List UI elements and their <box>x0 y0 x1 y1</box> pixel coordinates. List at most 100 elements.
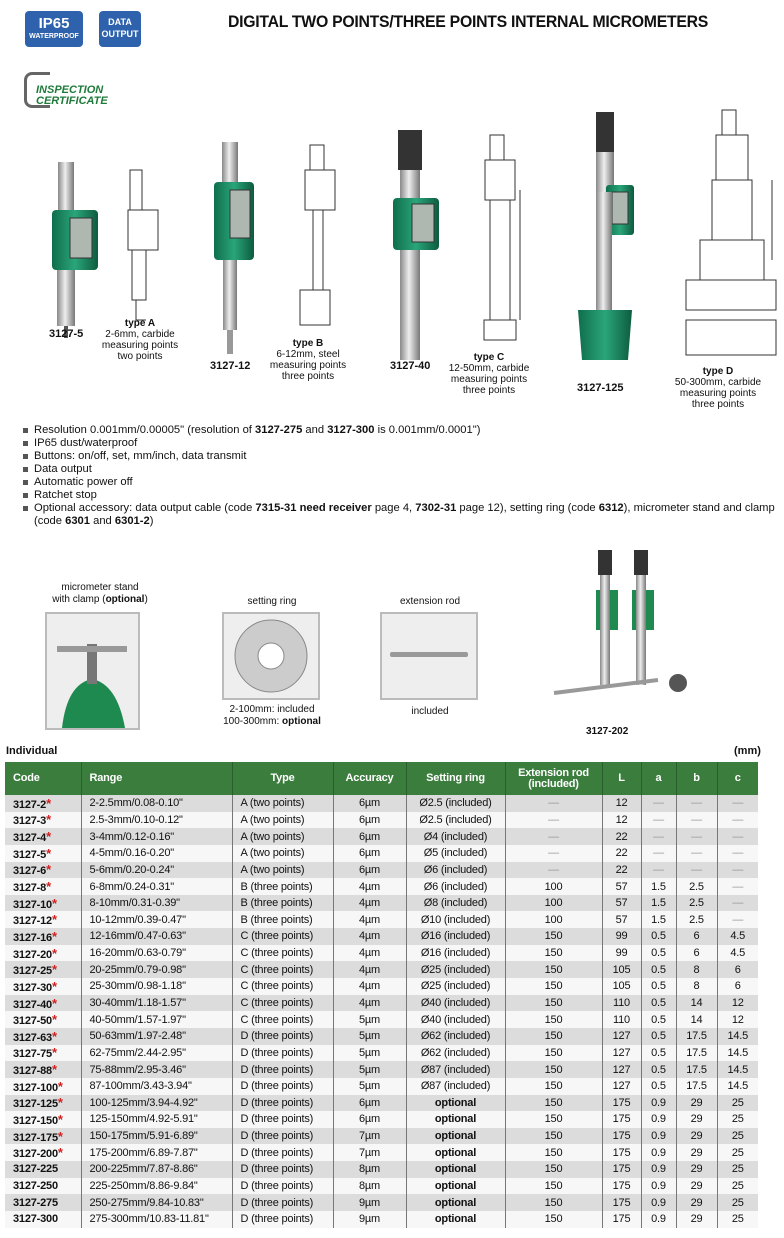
table-row: 3127-12* 10-12mm/0.39-0.47" B (three point… <box>5 911 758 929</box>
cell-extension-rod: — <box>504 828 602 845</box>
cell-c: — <box>716 894 758 912</box>
cell-range: 125-150mm/4.92-5.91" <box>80 1111 232 1128</box>
cell-code: 3127-8* <box>5 878 81 895</box>
cell-type: C (three points) <box>231 961 333 979</box>
cell-a: — <box>640 861 676 879</box>
cell-setting-ring: optional <box>405 1144 505 1162</box>
cell-type: D (three points) <box>231 1161 333 1178</box>
type-a-description: type A 2-6mm, carbide measuring points two… <box>96 318 184 362</box>
cell-l: 57 <box>601 911 641 929</box>
cell-b: 29 <box>675 1144 717 1162</box>
cell-l: 22 <box>601 844 641 862</box>
cell-range: 275-300mm/10.83-11.81" <box>80 1211 232 1228</box>
star-icon: * <box>46 862 51 878</box>
cell-l: 175 <box>601 1094 641 1112</box>
cell-code: 3127-10* <box>5 894 81 912</box>
cell-c: 25 <box>716 1127 758 1145</box>
cell-b: 2.5 <box>675 911 717 929</box>
cell-range: 150-175mm/5.91-6.89" <box>80 1127 232 1145</box>
column-header-l: L <box>601 762 641 795</box>
feature-text: page 4, <box>371 502 416 514</box>
cell-setting-ring: Ø2.5 (included) <box>405 811 505 829</box>
cell-accuracy: 4µm <box>332 878 406 895</box>
cell-code: 3127-175* <box>5 1127 81 1145</box>
cell-type: D (three points) <box>231 1027 333 1045</box>
cell-l: 127 <box>601 1077 641 1095</box>
cell-extension-rod: 150 <box>504 961 602 979</box>
cell-type: A (two points) <box>231 811 333 829</box>
cell-extension-rod: 150 <box>504 1144 602 1162</box>
table-row: 3127-88* 75-88mm/2.95-3.46" D (three point… <box>5 1061 758 1078</box>
cell-accuracy: 9µm <box>332 1194 406 1212</box>
type-c-drawing <box>483 134 521 341</box>
badge-text: IP65 <box>38 15 70 32</box>
cell-setting-ring: Ø6 (included) <box>405 861 505 879</box>
cell-accuracy: 4µm <box>332 928 406 945</box>
cell-l: 175 <box>601 1177 641 1195</box>
table-row: 3127-125* 100-125mm/3.94-4.92" D (three po… <box>5 1094 758 1112</box>
cell-c: — <box>716 811 758 829</box>
cell-range: 75-88mm/2.95-3.46" <box>80 1061 232 1078</box>
cell-accuracy: 6µm <box>332 1111 406 1128</box>
feature-text: Ratchet stop <box>34 489 97 501</box>
cell-l: 99 <box>601 928 641 945</box>
cell-extension-rod: 150 <box>504 978 602 995</box>
product-code-label: 3127-125 <box>577 382 624 394</box>
cell-range: 2.5-3mm/0.10-0.12" <box>80 811 232 829</box>
star-icon: * <box>51 895 57 911</box>
specifications-table: Code Range Type Accuracy Setting ring Extensi… <box>5 762 758 1228</box>
cell-setting-ring: Ø16 (included) <box>405 944 505 962</box>
page-title: DIGITAL TWO POINTS/THREE POINTS INTERNAL… <box>228 12 709 31</box>
star-icon: * <box>46 812 51 828</box>
star-icon: * <box>51 978 57 994</box>
table-row: 3127-25* 20-25mm/0.79-0.98" C (three point… <box>5 961 758 979</box>
cell-extension-rod: 150 <box>504 928 602 945</box>
cell-type: C (three points) <box>231 978 333 995</box>
cell-extension-rod: 150 <box>504 1194 602 1212</box>
cell-c: 12 <box>716 994 758 1012</box>
cell-accuracy: 4µm <box>332 994 406 1012</box>
cell-type: D (three points) <box>231 1194 333 1212</box>
feature-text: Optional accessory: data output cable (c… <box>34 502 256 514</box>
star-icon: * <box>57 1095 63 1111</box>
type-line: 6-12mm, steel <box>276 349 340 360</box>
cell-accuracy: 6µm <box>332 828 406 845</box>
feature-text: ) <box>149 515 154 527</box>
cell-extension-rod: — <box>504 811 602 829</box>
cell-range: 4-5mm/0.16-0.20" <box>80 844 232 862</box>
cell-c: 14.5 <box>716 1077 758 1095</box>
feature-text: page 12), setting ring (code <box>456 502 599 514</box>
cell-c: — <box>716 878 758 895</box>
cell-code: 3127-3* <box>5 811 81 829</box>
cell-l: 12 <box>601 795 641 812</box>
table-row: 3127-200* 175-200mm/6.89-7.87" D (three po… <box>5 1144 758 1162</box>
extension-rod-caption: extension rod <box>399 596 461 607</box>
cell-code: 3127-275 <box>5 1194 81 1212</box>
cell-range: 30-40mm/1.18-1.57" <box>80 994 232 1012</box>
cell-b: — <box>675 861 717 879</box>
star-icon: * <box>51 1028 57 1044</box>
table-row: 3127-2* 2-2.5mm/0.08-0.10" A (two points) 6… <box>5 795 758 812</box>
column-header-extension-rod: Extension rod (included) <box>504 762 602 795</box>
table-row: 3127-30* 25-30mm/0.98-1.18" C (three point… <box>5 978 758 995</box>
note-text: 2-100mm: included <box>229 704 315 715</box>
star-icon: * <box>51 995 57 1011</box>
cell-type: B (three points) <box>231 911 333 929</box>
column-header-c: c <box>716 762 758 795</box>
feature-text: is 0.001mm/0.0001") <box>374 424 481 436</box>
cell-extension-rod: 150 <box>504 1161 602 1178</box>
cell-extension-rod: 150 <box>504 1044 602 1062</box>
type-line: 12-50mm, carbide <box>448 363 530 374</box>
table-row: 3127-100* 87-100mm/3.43-3.94" D (three poi… <box>5 1077 758 1095</box>
cell-type: D (three points) <box>231 1061 333 1078</box>
cell-b: 29 <box>675 1177 717 1195</box>
cell-code: 3127-2* <box>5 795 81 812</box>
setting-ring-note: 2-100mm: included 100-300mm: optional <box>210 704 334 728</box>
cell-b: 29 <box>675 1111 717 1128</box>
cell-l: 57 <box>601 894 641 912</box>
star-icon: * <box>51 912 57 928</box>
cell-a: 0.5 <box>640 978 676 995</box>
cell-type: D (three points) <box>231 1177 333 1195</box>
feature-text: 6301-2 <box>114 515 150 527</box>
cell-setting-ring: Ø25 (included) <box>405 978 505 995</box>
